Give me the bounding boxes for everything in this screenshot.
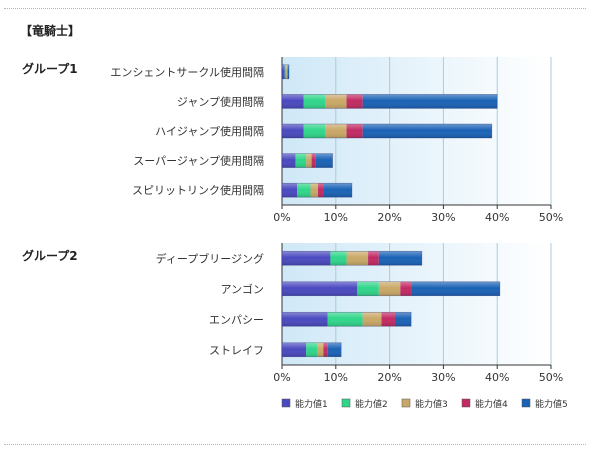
category-label: スーパージャンプ使用間隔 bbox=[133, 155, 264, 168]
legend-swatch bbox=[521, 398, 531, 408]
bar-outline bbox=[281, 123, 493, 139]
x-tick-label: 10% bbox=[324, 211, 348, 224]
category-label: ストレイフ bbox=[209, 344, 264, 357]
group2-label: グループ2 bbox=[22, 249, 78, 263]
chart-group-1: 0% 10% 20% 30% 40% 50% エンシェントサークル使用間隔ジャンプ使用間隔ハ… bbox=[110, 57, 563, 224]
group1-label: グループ1 bbox=[22, 62, 78, 76]
chart-group-2: 0% 10% 20% 30% 40% 50% ディープブリージングアンゴンエンパシーストレイ… bbox=[156, 243, 563, 384]
bar-highlight bbox=[282, 124, 492, 138]
legend-swatch bbox=[401, 398, 411, 408]
x-tick-label: 30% bbox=[431, 211, 455, 224]
bar-highlight bbox=[282, 312, 412, 327]
bar-highlight bbox=[282, 183, 352, 198]
x-tick-label: 0% bbox=[273, 211, 290, 224]
page-title: 【竜騎士】 bbox=[20, 24, 81, 38]
x-tick-label: 20% bbox=[377, 371, 401, 384]
bar-highlight bbox=[282, 251, 422, 266]
x-tick-label: 40% bbox=[485, 371, 509, 384]
legend-label: 能力値5 bbox=[535, 398, 568, 410]
category-label: エンシェントサークル使用間隔 bbox=[110, 66, 264, 79]
bar-outline bbox=[281, 342, 342, 358]
legend-label: 能力値4 bbox=[475, 398, 508, 410]
bar-outline bbox=[281, 64, 290, 80]
category-label: スピリットリンク使用間隔 bbox=[132, 184, 264, 197]
category-label: ハイジャンプ使用間隔 bbox=[155, 125, 264, 138]
bar-highlight bbox=[282, 281, 500, 296]
top-divider bbox=[4, 8, 586, 9]
bar-outline bbox=[281, 153, 333, 168]
x-tick-label: 50% bbox=[539, 371, 563, 384]
legend-swatch bbox=[461, 398, 471, 408]
bar-outline bbox=[281, 250, 423, 266]
category-label: エンパシー bbox=[209, 313, 264, 326]
x-tick-label: 20% bbox=[377, 211, 401, 224]
legend-label: 能力値3 bbox=[415, 398, 448, 410]
x-tick-label: 0% bbox=[273, 371, 290, 384]
legend-label: 能力値2 bbox=[355, 398, 388, 410]
category-label: ディープブリージング bbox=[156, 251, 264, 265]
bar-highlight bbox=[282, 64, 289, 79]
x-tick-label: 10% bbox=[324, 371, 348, 384]
bar-highlight bbox=[282, 153, 333, 168]
legend-swatch bbox=[341, 398, 351, 408]
bar-outline bbox=[281, 94, 498, 109]
category-label: ジャンプ使用間隔 bbox=[177, 95, 264, 108]
bottom-divider bbox=[4, 444, 586, 445]
x-tick-label: 40% bbox=[485, 211, 509, 224]
bar-highlight bbox=[282, 342, 342, 357]
bar-outline bbox=[281, 281, 501, 297]
category-label: アンゴン bbox=[220, 282, 264, 296]
legend: 能力値1 能力値2 能力値3 能力値4 能力値5 bbox=[281, 398, 568, 410]
bar-highlight bbox=[282, 94, 498, 109]
legend-label: 能力値1 bbox=[295, 398, 328, 410]
bar-outline bbox=[281, 311, 412, 327]
x-tick-label: 30% bbox=[431, 371, 455, 384]
bar-outline bbox=[281, 182, 353, 198]
legend-swatch bbox=[281, 398, 291, 408]
x-tick-label: 50% bbox=[539, 211, 563, 224]
